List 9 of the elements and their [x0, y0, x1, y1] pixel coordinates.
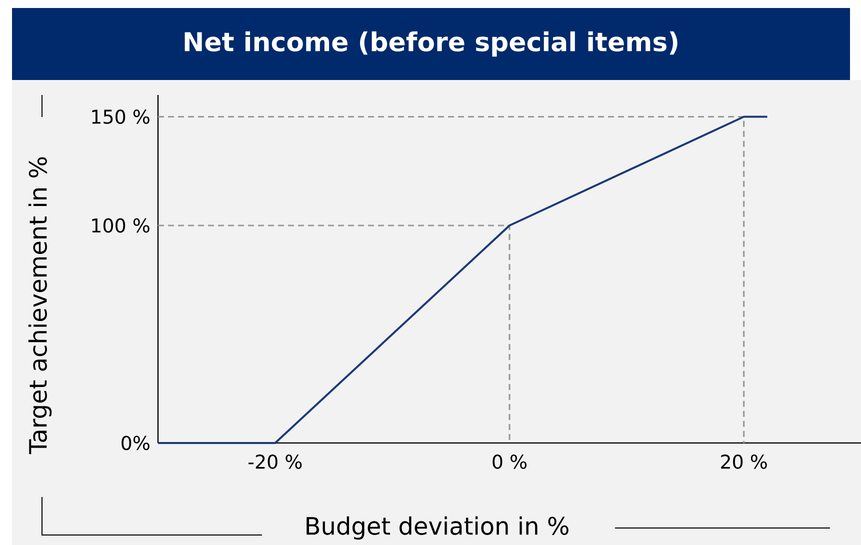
- x-axis-title: Budget deviation in %: [306, 516, 568, 540]
- x-tick-label: -20 %: [248, 454, 302, 469]
- chart-title: Net income (before special items): [184, 31, 678, 57]
- x-tick-label: 0 %: [492, 454, 527, 469]
- x-tick-label: 20 %: [721, 454, 767, 469]
- y-tick-label: 150 %: [92, 110, 150, 124]
- y-tick-label: 0%: [122, 436, 150, 450]
- y-tick-label: 100 %: [92, 218, 150, 233]
- y-axis-title: Target achievement in %: [28, 157, 52, 454]
